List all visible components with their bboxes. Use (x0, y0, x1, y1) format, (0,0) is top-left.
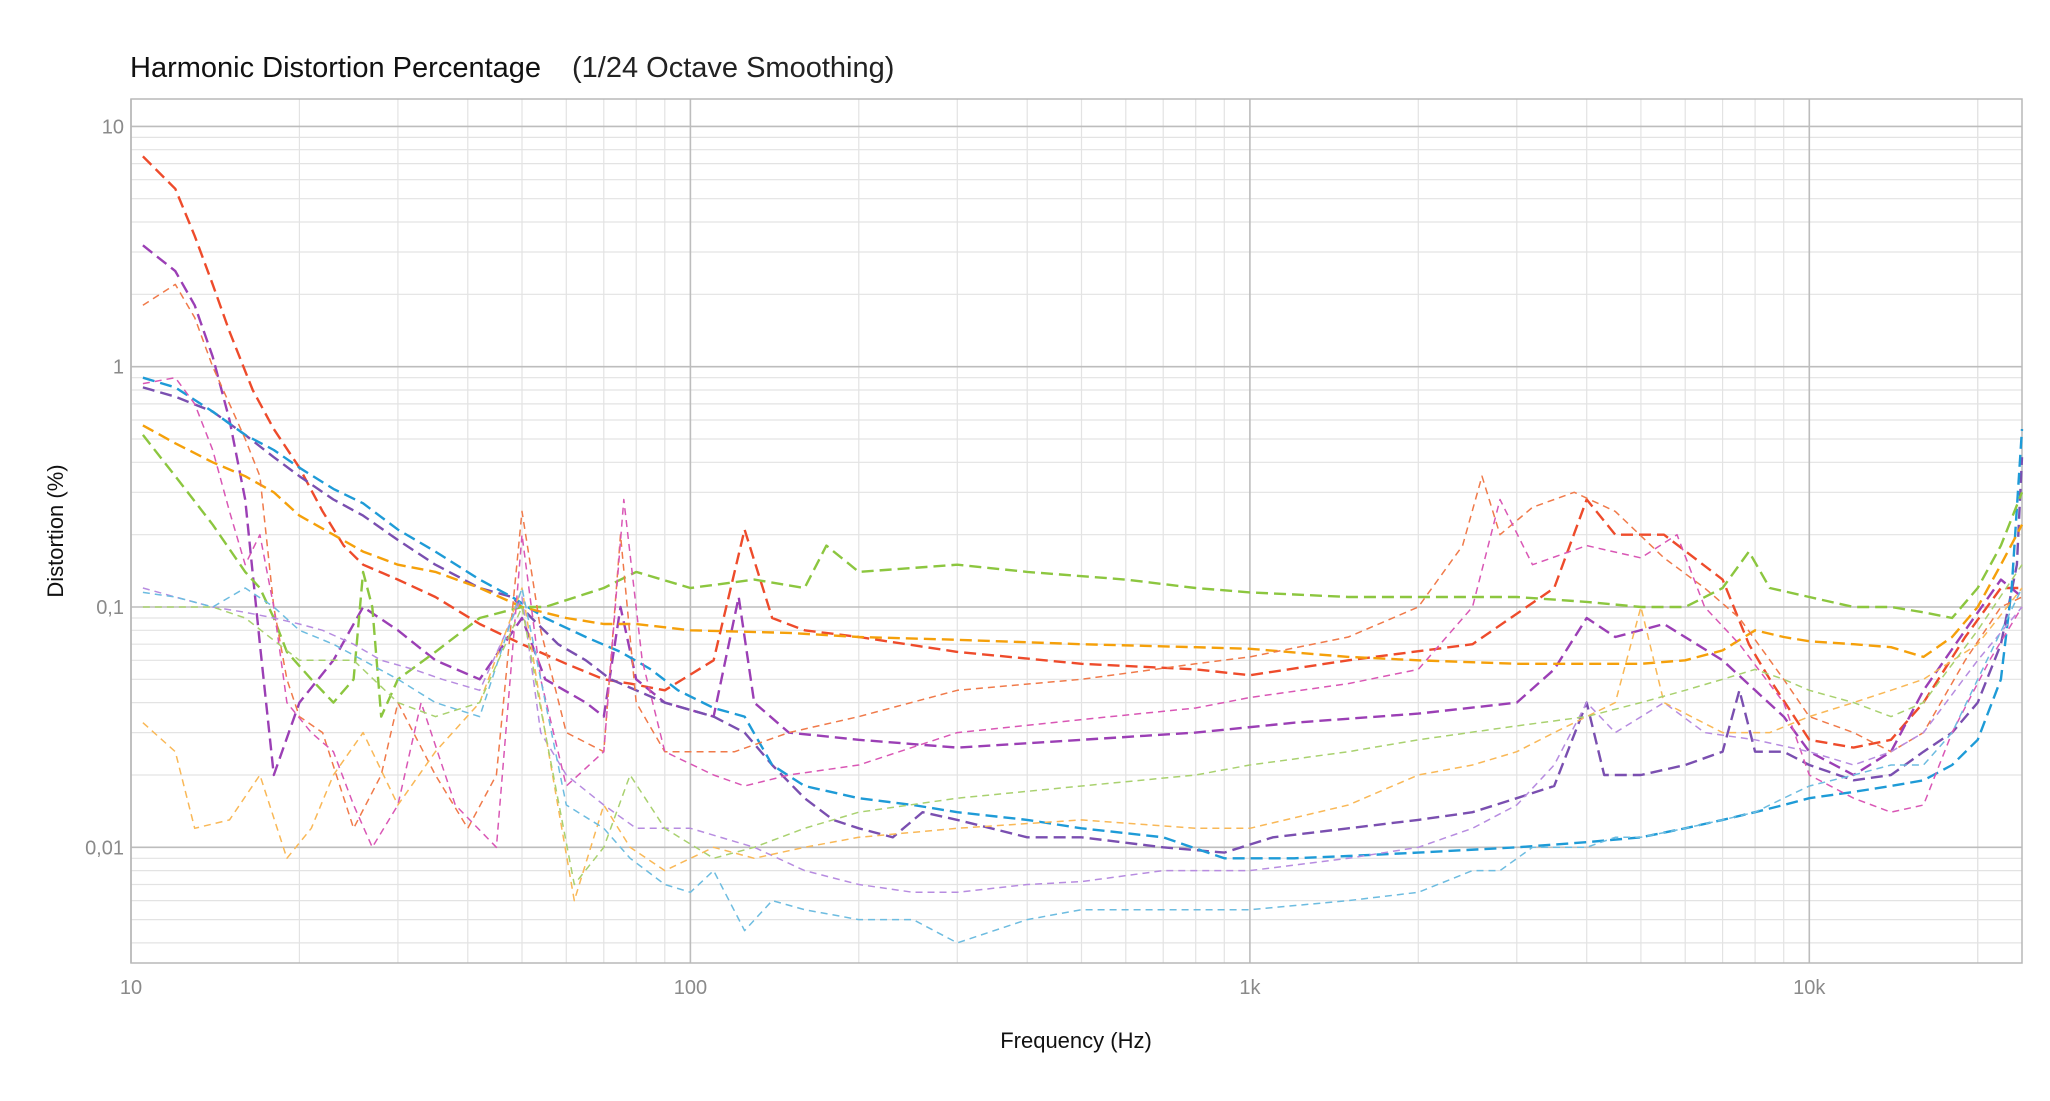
series-line-series-7 (142, 283, 2023, 830)
x-tick-label: 10k (1793, 977, 1826, 999)
y-tick-label: 1 (113, 357, 124, 379)
series-line-series-3 (142, 386, 2024, 854)
series-line-series-5 (142, 424, 2024, 665)
x-tick-labels: 10 100 1k 10k (120, 977, 1827, 999)
series-layer (141, 155, 2024, 944)
chart-title: Harmonic Distortion Percentage (130, 52, 541, 84)
y-tick-label: 0,1 (96, 597, 124, 619)
x-tick-label: 10 (120, 977, 142, 999)
y-tick-label: 10 (102, 116, 124, 138)
plot-frame (130, 98, 2023, 964)
major-grid (130, 99, 2022, 963)
series-line-series-10 (142, 587, 2023, 902)
series-line-series-2 (142, 244, 2023, 777)
x-tick-label: 100 (674, 977, 707, 999)
y-tick-labels: 10 1 0,1 0,01 (85, 116, 124, 859)
y-axis-label: Distortion (%) (43, 464, 68, 597)
x-axis-label: Frequency (Hz) (1000, 1028, 1152, 1053)
series-line-series-11 (142, 587, 2023, 944)
y-tick-label: 0,01 (85, 837, 124, 859)
x-tick-label: 1k (1239, 977, 1261, 999)
series-line-series-6 (141, 434, 2024, 718)
series-line-series-4 (142, 376, 2024, 860)
chart-subtitle: (1/24 Octave Smoothing) (572, 52, 894, 84)
series-line-series-12 (142, 564, 2023, 886)
series-line-series-9 (142, 587, 2023, 894)
series-line-series-8 (142, 376, 2023, 849)
minor-grid (131, 99, 2022, 963)
